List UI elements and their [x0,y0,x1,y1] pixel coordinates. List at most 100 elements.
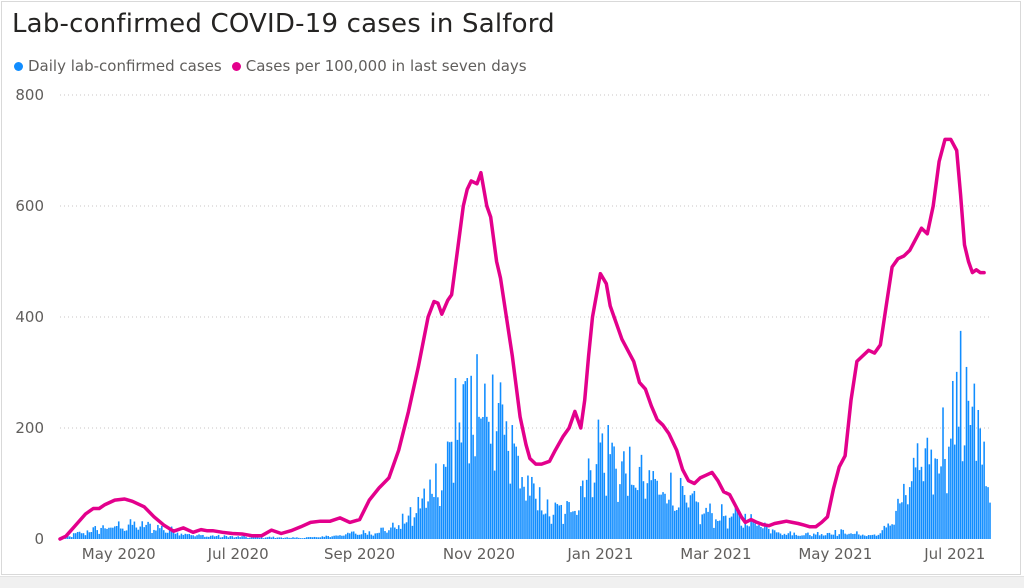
daily-bar [769,533,772,539]
daily-bar [883,525,886,539]
daily-bar [180,533,183,539]
daily-bar [74,533,77,539]
daily-bar [292,537,294,539]
daily-bar [290,537,292,539]
daily-bar [762,528,764,539]
daily-bar [507,450,510,539]
daily-bar [319,537,322,539]
daily-bar [809,535,811,539]
daily-bar [294,537,296,539]
x-tick-label: May 2020 [82,545,156,563]
daily-bar [427,501,429,539]
daily-bar [129,519,132,539]
daily-bar [399,528,402,539]
daily-bar [946,493,948,539]
daily-bar [550,523,553,539]
daily-bar [110,527,112,539]
daily-bar [863,535,866,539]
daily-bar [409,507,412,539]
daily-bar [356,534,359,539]
daily-bar [90,532,93,539]
daily-bar [779,533,782,539]
daily-bar [348,533,351,539]
daily-bar [811,536,813,539]
daily-bar [889,525,891,539]
daily-bar [441,490,443,539]
daily-bar [243,535,245,539]
daily-bar [305,537,308,539]
legend-item-daily[interactable]: Daily lab-confirmed cases [14,57,222,75]
daily-bar [337,535,339,539]
daily-bar [644,498,647,539]
daily-bar [625,473,627,539]
daily-bar [783,533,786,539]
daily-bar [963,445,966,539]
daily-bar [425,507,427,539]
bottom-strip [0,576,1024,588]
daily-bar [421,498,423,539]
daily-bar [583,497,586,539]
daily-bar [170,526,173,539]
daily-bar [157,524,159,539]
legend[interactable]: Daily lab-confirmed cases Cases per 100,… [14,57,537,75]
daily-bar [258,537,261,539]
daily-bar [229,536,232,539]
daily-bar [437,497,439,539]
daily-bar [266,537,269,539]
daily-bar [380,527,382,539]
daily-bar [928,464,931,539]
daily-bar [564,513,566,539]
daily-bar [284,537,286,539]
daily-bar [286,537,288,539]
daily-bar [873,534,876,539]
daily-bar [151,532,153,539]
daily-bar [350,531,353,539]
daily-bar [589,470,592,539]
daily-bar [388,530,390,539]
daily-bar [983,441,985,539]
legend-marker-rate [231,61,241,71]
daily-bar [253,536,255,539]
daily-bar [96,530,98,539]
daily-bar [474,456,476,539]
daily-bar [748,526,750,539]
daily-bar [701,514,703,539]
daily-bar [86,530,89,539]
daily-bar [969,425,972,539]
daily-bar [730,516,733,539]
x-axis: May 2020 Jul 2020 Sep 2020 Nov 2020 Jan 2021… [82,545,986,563]
daily-bar [394,527,396,539]
daily-bar [795,534,797,539]
daily-bar [413,517,416,539]
daily-bar [125,530,128,539]
daily-bar [274,538,277,539]
daily-bar [938,473,940,539]
daily-bar [834,530,837,539]
line-series-rate [58,137,986,541]
daily-bar [347,532,349,539]
daily-bar [628,446,631,539]
daily-bar [552,514,555,539]
daily-bar [362,530,365,539]
daily-bar [186,534,189,539]
daily-bar [593,482,596,539]
daily-bar [300,538,302,539]
legend-item-rate[interactable]: Cases per 100,000 in last seven days [231,57,527,75]
daily-bar [538,487,541,539]
daily-bar [345,534,347,539]
daily-bar [601,433,604,539]
daily-bar [952,380,954,539]
daily-bar [820,534,823,539]
daily-bar [519,488,521,539]
daily-bar [84,535,87,539]
daily-bar [288,537,290,539]
daily-bar [147,521,149,539]
daily-bar [906,504,909,539]
daily-bar [740,525,743,539]
daily-bar [104,528,106,539]
daily-bar [466,378,469,539]
daily-bar [578,510,580,539]
daily-bar [372,535,375,539]
daily-bar [867,535,870,539]
daily-bar [683,494,686,539]
